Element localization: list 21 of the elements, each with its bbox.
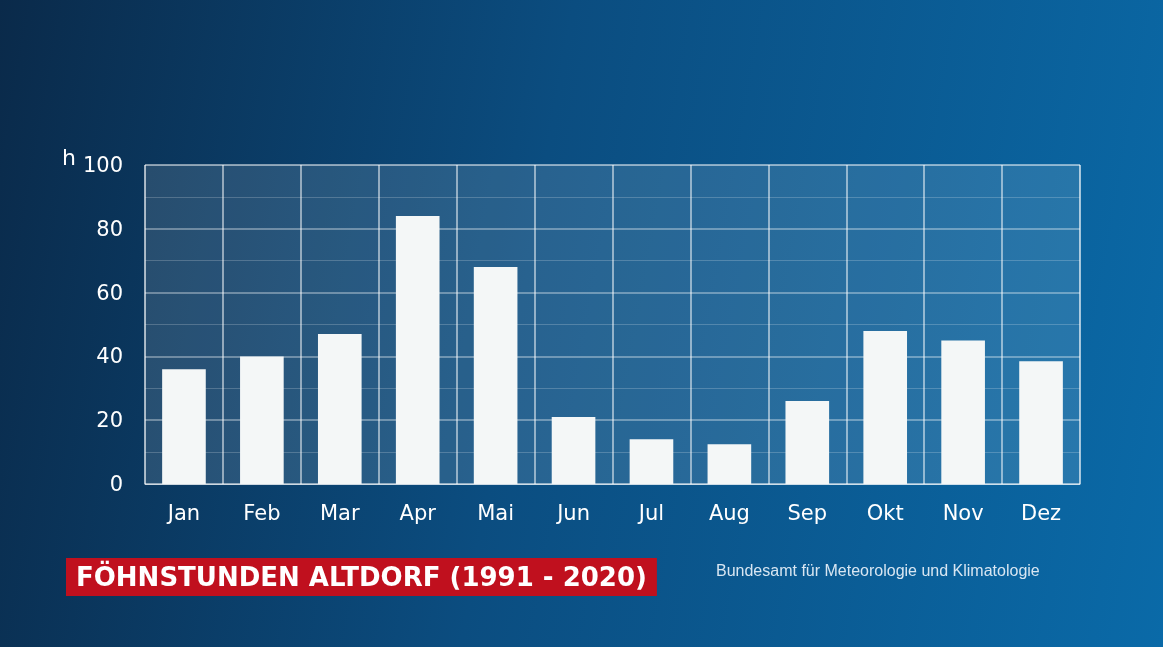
text: Bundesamt für Meteorologie und Klimatologie [716, 561, 1040, 579]
y-tick-label: 40 [96, 344, 123, 369]
x-tick-label: Mai [477, 500, 515, 525]
y-tick-label: 80 [96, 216, 123, 241]
text: FÖHNSTUNDEN ALTDORF (1991 - 2020) [76, 560, 647, 592]
x-tick-label: Jul [636, 500, 665, 525]
y-tick-label: 100 [82, 153, 123, 177]
x-tick-label: Jan [165, 500, 201, 525]
x-tick-label: Nov [942, 500, 984, 525]
y-tick-label: 20 [96, 408, 123, 433]
x-tick-label: Okt [866, 500, 904, 525]
y-tick-label: 60 [96, 280, 123, 305]
x-tick-label: Apr [399, 500, 437, 525]
x-tick-label: Feb [243, 500, 281, 525]
x-tick-label: Jun [555, 500, 590, 525]
y-tick-label: 0 [109, 472, 123, 496]
x-tick-label: Aug [708, 500, 750, 525]
x-tick-label: Dez [1020, 500, 1062, 525]
x-tick-label: Sep [787, 500, 828, 525]
y-axis-title: h [62, 144, 76, 170]
x-tick-label: Mar [319, 500, 360, 525]
